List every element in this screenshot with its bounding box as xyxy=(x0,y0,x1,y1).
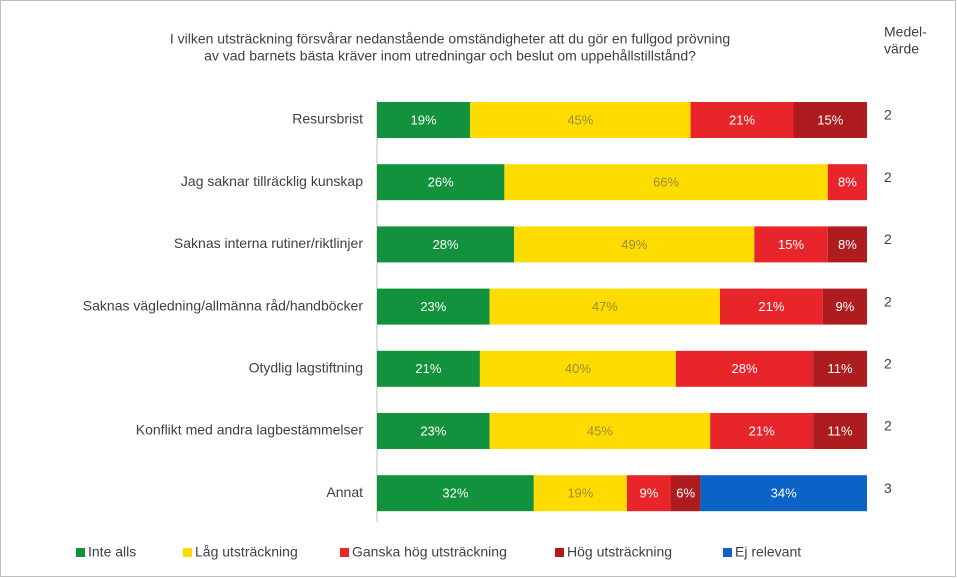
value-label: 26% xyxy=(428,175,454,190)
bar-segment xyxy=(626,475,671,512)
value-label: 21% xyxy=(729,112,755,127)
bar-segment xyxy=(377,226,515,263)
mean-value: 2 xyxy=(884,231,892,247)
bar-segment xyxy=(377,288,490,325)
mean-value: 2 xyxy=(884,107,892,123)
bar-segment xyxy=(700,475,867,512)
value-label: 23% xyxy=(420,423,446,438)
value-label: 6% xyxy=(676,486,695,501)
value-label: 45% xyxy=(567,112,593,127)
legend-label: Ej relevant xyxy=(735,544,801,560)
bar-segment xyxy=(720,288,823,325)
value-label: 32% xyxy=(442,486,468,501)
bar-segment xyxy=(827,164,867,201)
mean-header: värde xyxy=(884,41,919,57)
bar-segment xyxy=(470,102,691,138)
value-label: 19% xyxy=(411,112,437,127)
category-label: Otydlig lagstiftning xyxy=(249,360,363,376)
value-label: 9% xyxy=(640,486,659,501)
chart-title: I vilken utsträckning försvårar nedanstå… xyxy=(170,31,730,47)
mean-header: Medel- xyxy=(884,24,927,40)
mean-value: 2 xyxy=(884,418,892,434)
value-label: 8% xyxy=(838,237,857,252)
category-label: Annat xyxy=(326,484,363,500)
bar-segment xyxy=(489,288,720,325)
bar-segment xyxy=(675,350,814,387)
category-label: Saknas vägledning/allmänna råd/handböcke… xyxy=(83,297,364,313)
value-label: 28% xyxy=(433,237,459,252)
value-label: 66% xyxy=(653,175,679,190)
legend-swatch xyxy=(723,548,732,557)
mean-value: 3 xyxy=(884,480,892,496)
mean-value: 2 xyxy=(884,356,892,372)
legend-label: Hög utsträckning xyxy=(567,544,672,560)
value-label: 21% xyxy=(415,361,441,376)
value-label: 19% xyxy=(567,486,593,501)
value-label: 49% xyxy=(621,237,647,252)
chart-title: av vad barnets bästa kräver inom utredni… xyxy=(204,48,696,64)
legend-label: Ganska hög utsträckning xyxy=(352,544,507,560)
mean-value: 2 xyxy=(884,293,892,309)
value-label: 47% xyxy=(592,299,618,314)
bar-segment xyxy=(377,164,505,201)
category-label: Jag saknar tillräcklig kunskap xyxy=(181,173,363,189)
bar-segment xyxy=(377,102,471,138)
bar-segment xyxy=(827,226,867,263)
bar-segment xyxy=(504,164,828,201)
value-label: 15% xyxy=(778,237,804,252)
value-label: 15% xyxy=(817,112,843,127)
category-label: Resursbrist xyxy=(292,111,363,127)
legend-label: Låg utsträckning xyxy=(195,544,298,560)
bar-segment xyxy=(813,350,867,387)
bar-segment xyxy=(793,102,867,138)
mean-value: 2 xyxy=(884,169,892,185)
legend-label: Inte alls xyxy=(88,544,136,560)
bar-segment xyxy=(690,102,794,138)
bar-segment xyxy=(822,288,867,325)
bar-segment xyxy=(671,475,701,512)
legend-swatch xyxy=(183,548,192,557)
legend-swatch xyxy=(555,548,564,557)
legend-swatch xyxy=(340,548,349,557)
value-label: 8% xyxy=(838,175,857,190)
bar-segment xyxy=(813,413,867,449)
legend-swatch xyxy=(76,548,85,557)
category-label: Konflikt med andra lagbestämmelser xyxy=(136,422,364,438)
value-label: 11% xyxy=(828,361,853,376)
value-label: 45% xyxy=(587,423,613,438)
value-label: 9% xyxy=(836,299,855,314)
bar-segment xyxy=(377,413,490,449)
value-label: 40% xyxy=(565,361,591,376)
bar-segment xyxy=(533,475,627,512)
value-label: 21% xyxy=(758,299,784,314)
value-label: 21% xyxy=(749,423,775,438)
value-label: 23% xyxy=(420,299,446,314)
bar-segment xyxy=(754,226,828,263)
value-label: 11% xyxy=(828,423,853,438)
bar-segment xyxy=(514,226,755,263)
value-label: 34% xyxy=(771,486,797,501)
bar-segment xyxy=(479,350,676,387)
bar-segment xyxy=(710,413,814,449)
category-label: Saknas interna rutiner/riktlinjer xyxy=(174,235,363,251)
value-label: 28% xyxy=(731,361,757,376)
bar-segment xyxy=(377,350,480,387)
bar-segment xyxy=(377,475,534,512)
bar-segment xyxy=(489,413,711,449)
